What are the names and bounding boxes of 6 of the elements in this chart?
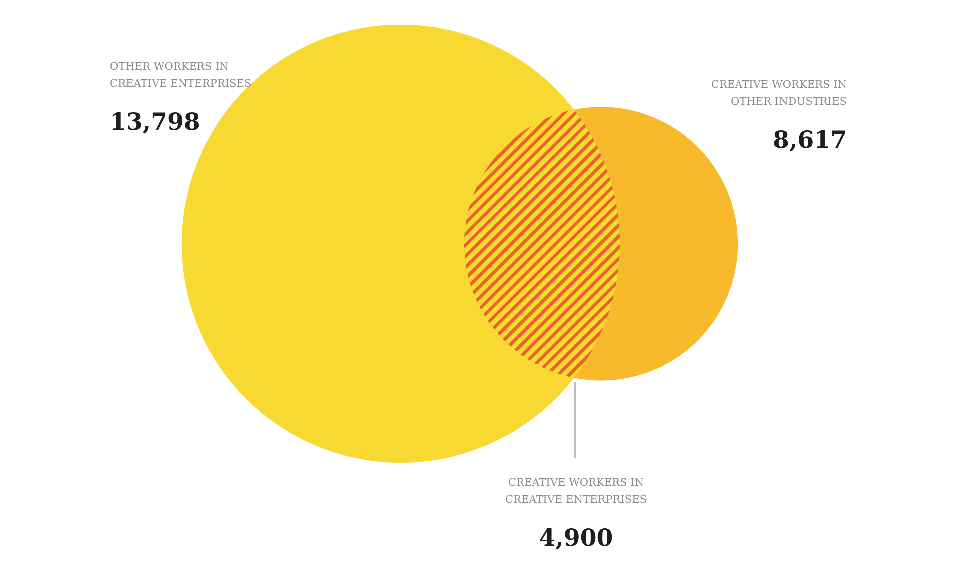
data-label: 13,798 <box>112 112 200 134</box>
data-label: 8,617 <box>774 130 846 152</box>
category-label: CREATIVE WORKERS IN OTHER INDUSTRIES <box>712 80 847 106</box>
category-label: CREATIVE WORKERS IN CREATIVE ENTERPRISES <box>506 478 646 504</box>
data-label: 4,900 <box>540 528 612 550</box>
category-label: OTHER WORKERS IN CREATIVE ENTERPRISES <box>110 62 251 88</box>
